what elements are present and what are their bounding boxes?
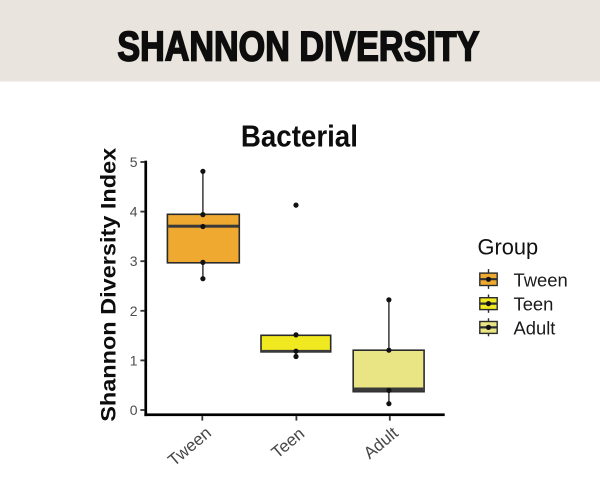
svg-text:2: 2 — [130, 303, 138, 319]
svg-text:Shannon Diversity Index: Shannon Diversity Index — [97, 147, 120, 421]
svg-text:Bacterial: Bacterial — [241, 119, 358, 154]
svg-text:Tween: Tween — [164, 423, 215, 470]
svg-text:Adult: Adult — [514, 317, 556, 338]
svg-text:4: 4 — [130, 204, 138, 220]
svg-text:5: 5 — [130, 154, 138, 170]
svg-text:Teen: Teen — [268, 424, 308, 462]
svg-text:1: 1 — [130, 352, 138, 368]
svg-text:0: 0 — [130, 402, 138, 418]
svg-text:Adult: Adult — [360, 423, 402, 463]
svg-text:SHANNON DIVERSITY: SHANNON DIVERSITY — [117, 23, 479, 70]
svg-text:Teen: Teen — [514, 294, 554, 315]
svg-text:3: 3 — [130, 253, 138, 269]
svg-text:Group: Group — [478, 235, 539, 260]
svg-text:Tween: Tween — [514, 270, 568, 291]
